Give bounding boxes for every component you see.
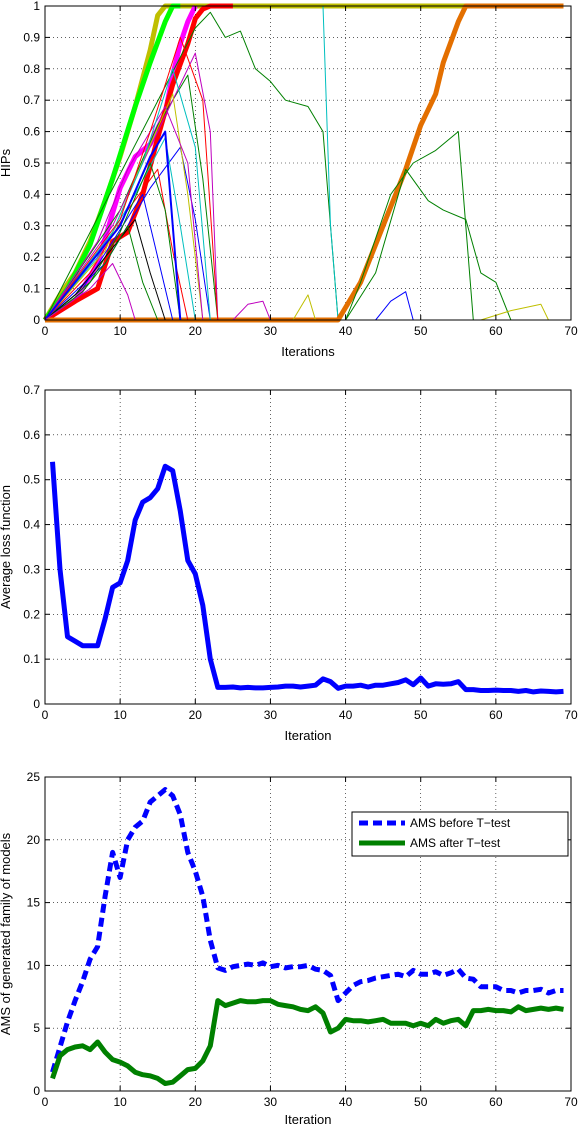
series-line	[50, 787, 564, 1073]
x-tick-label: 50	[414, 708, 428, 722]
series-line	[345, 131, 474, 321]
series-line	[44, 225, 159, 321]
series-line	[43, 3, 233, 323]
y-tick-label: 0.4	[23, 187, 40, 201]
y-tick-label: 0.7	[23, 93, 40, 107]
x-tick-label: 30	[264, 324, 278, 338]
y-tick-label: 0	[33, 697, 40, 711]
x-tick-label: 70	[564, 708, 578, 722]
y-tick-label: 1	[33, 0, 40, 13]
series-line	[232, 300, 271, 321]
series-line	[44, 263, 136, 321]
series-line	[50, 998, 564, 1086]
x-tick-label: 20	[189, 1095, 203, 1109]
xlabel-hips: Iterations	[281, 344, 335, 359]
series-loss	[50, 461, 564, 695]
plot-frame-loss	[44, 389, 572, 705]
series-line	[44, 137, 196, 321]
series-line	[44, 162, 181, 321]
y-tick-label: 15	[27, 896, 41, 910]
x-tick-label: 60	[489, 708, 503, 722]
legend-box	[351, 811, 569, 857]
x-tick-label: 10	[113, 324, 127, 338]
series-line	[44, 52, 219, 321]
series-line	[44, 68, 211, 321]
y-tick-label: 0	[33, 313, 40, 327]
y-tick-label: 0.2	[23, 607, 40, 621]
x-tick-label: 50	[414, 1095, 428, 1109]
y-tick-label: 0.5	[23, 156, 40, 170]
series-line	[44, 146, 211, 321]
x-tick-label: 0	[42, 324, 49, 338]
y-tick-label: 0.9	[23, 30, 40, 44]
legend-label-after: AMS after T−test	[410, 836, 501, 850]
x-tick-label: 20	[189, 708, 203, 722]
x-tick-label: 30	[264, 708, 278, 722]
y-tick-label: 0.4	[23, 518, 40, 532]
y-tick-label: 0.3	[23, 562, 40, 576]
x-tick-label: 40	[339, 708, 353, 722]
ylabel-ams: AMS of generated family of models	[0, 832, 13, 1035]
series-line	[44, 11, 339, 321]
x-tick-label: 30	[264, 1095, 278, 1109]
ticks-loss: 0 10 20 30 40 50 60 70 0 0.1 0.2 0.3 0.4 0.5 0.6 0.7	[23, 383, 578, 722]
ticks-ams: 0 10 20 30 40 50 60 70 0 5 10 15 20 25	[27, 770, 578, 1109]
y-tick-label: 0.1	[23, 652, 40, 666]
legend-label-before: AMS before T−test	[410, 816, 511, 830]
y-tick-label: 0.6	[23, 125, 40, 139]
x-tick-label: 60	[489, 324, 503, 338]
series-line	[292, 294, 316, 321]
y-tick-label: 10	[27, 958, 41, 972]
series-line	[345, 168, 512, 321]
series-hips	[42, 3, 564, 323]
y-tick-label: 25	[27, 770, 41, 784]
xlabel-loss: Iteration	[285, 728, 332, 743]
x-tick-label: 40	[339, 1095, 353, 1109]
x-tick-label: 10	[113, 708, 127, 722]
y-tick-label: 5	[33, 1021, 40, 1035]
ticks-hips: 0 10 20 30 40 50 60 70 0 0.1 0.2 0.3 0.4 0.5 0.6 0.7 0.8…	[23, 0, 578, 338]
chart-loss: 0 10 20 30 40 50 60 70 0 0.1 0.2 0.3 0.4 0.5 0.6 0.7 It…	[0, 383, 578, 743]
series-line	[42, 3, 181, 322]
y-tick-label: 0.5	[23, 473, 40, 487]
series-line	[44, 106, 204, 321]
y-tick-label: 0.8	[23, 62, 40, 76]
chart-hips: 0 10 20 30 40 50 60 70 0 0.1 0.2 0.3 0.4 0.5 0.6 0.7 0.8…	[0, 0, 578, 359]
plot-area-hips	[45, 6, 571, 320]
x-tick-label: 60	[489, 1095, 503, 1109]
ylabel-loss: Average loss function	[0, 485, 13, 609]
series-line	[44, 130, 182, 321]
y-tick-label: 0	[33, 1084, 40, 1098]
x-tick-label: 50	[414, 324, 428, 338]
xlabel-ams: Iteration	[285, 1112, 332, 1127]
x-tick-label: 70	[564, 324, 578, 338]
x-tick-label: 0	[42, 1095, 49, 1109]
y-tick-label: 0.3	[23, 219, 40, 233]
y-tick-label: 0.2	[23, 250, 40, 264]
series-ams	[50, 787, 564, 1086]
x-tick-label: 0	[42, 708, 49, 722]
grid-loss	[45, 390, 571, 704]
ylabel-hips: HIPs	[0, 148, 13, 177]
y-tick-label: 0.7	[23, 383, 40, 397]
y-tick-label: 20	[27, 833, 41, 847]
series-line	[44, 36, 219, 321]
chart-ams: 0 10 20 30 40 50 60 70 0 5 10 15 20 25 Iteration AMS …	[0, 770, 578, 1127]
series-line	[375, 291, 414, 321]
x-tick-label: 40	[339, 324, 353, 338]
x-tick-label: 70	[564, 1095, 578, 1109]
y-tick-label: 0.1	[23, 282, 40, 296]
plot-frame-ams	[44, 776, 572, 1092]
legend: AMS before T−test AMS after T−test	[351, 811, 569, 857]
series-line	[44, 93, 204, 321]
x-tick-label: 10	[113, 1095, 127, 1109]
y-tick-label: 0.6	[23, 428, 40, 442]
x-tick-label: 20	[189, 324, 203, 338]
series-line	[50, 461, 564, 695]
plot-area-loss	[45, 390, 571, 704]
